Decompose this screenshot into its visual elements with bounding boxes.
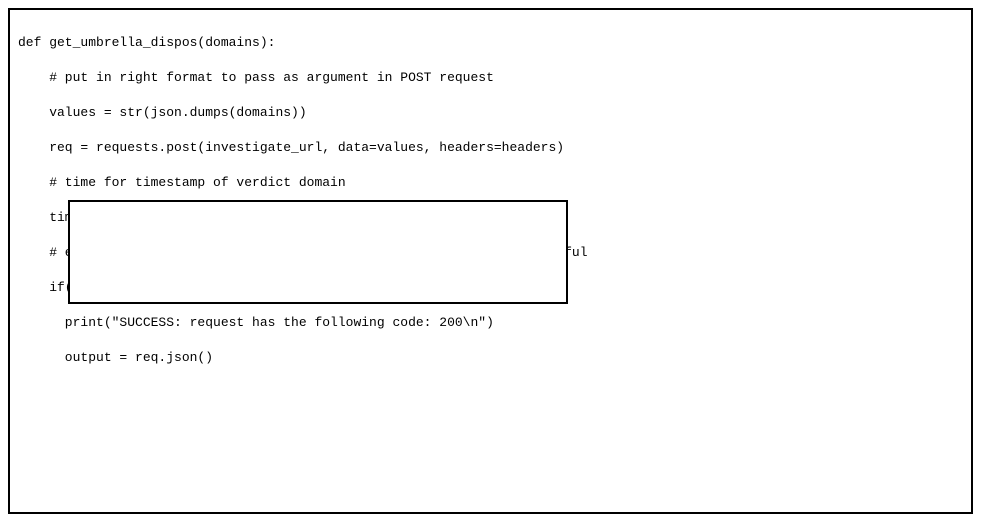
code-line: req = requests.post(investigate_url, dat…: [18, 139, 963, 157]
code-line: # put in right format to pass as argumen…: [18, 69, 963, 87]
code-block: def get_umbrella_dispos(domains): # put …: [8, 8, 973, 514]
code-line: output = req.json(): [18, 349, 963, 367]
redacted-region: [68, 200, 568, 304]
code-line: def get_umbrella_dispos(domains):: [18, 34, 963, 52]
code-line: values = str(json.dumps(domains)): [18, 104, 963, 122]
code-line: # time for timestamp of verdict domain: [18, 174, 963, 192]
code-line: print("SUCCESS: request has the followin…: [18, 314, 963, 332]
